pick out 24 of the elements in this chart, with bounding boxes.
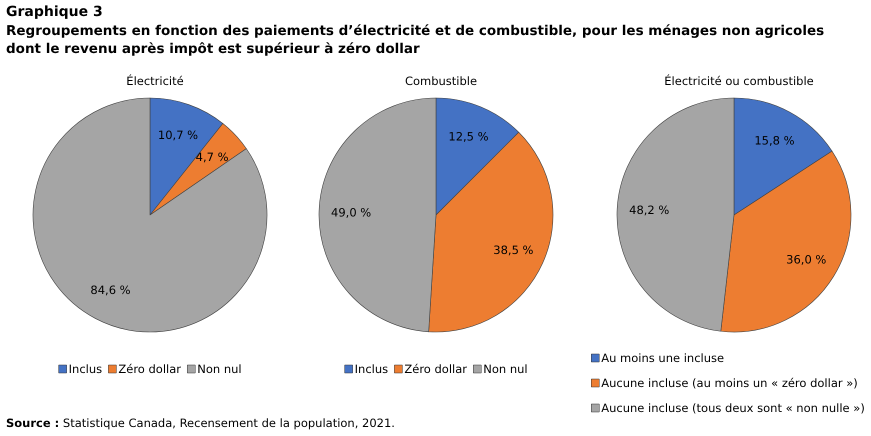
data-label: 4,7 %	[196, 150, 229, 164]
legend-label: Zéro dollar	[118, 362, 182, 376]
chart-title: Électricité ou combustible	[664, 74, 814, 88]
legend-label: Inclus	[354, 362, 388, 376]
data-label: 48,2 %	[629, 203, 670, 218]
text: Regroupements en fonction des paiements d’électricité et de combustible, pour les ménages non agricoles dont le revenu après impôt est supérieur à zéro dollar	[6, 22, 826, 58]
data-label: 49,0 %	[331, 205, 372, 220]
legend-label: Aucune incluse (au moins un « zéro dollar »)	[601, 376, 858, 390]
data-label: 38,5 %	[493, 242, 534, 257]
legend-label: Aucune incluse (tous deux sont « non nulle »)	[601, 401, 865, 415]
legend-label: Non nul	[483, 362, 528, 376]
chart-title: Combustible	[404, 74, 478, 88]
data-label: 10,7 %	[158, 128, 198, 142]
data-label: 36,0 %	[786, 252, 826, 267]
data-label: 84,6 %	[90, 283, 131, 298]
legend-label: Zéro dollar	[404, 362, 468, 376]
text: Graphique 3	[6, 4, 103, 20]
legend-label: Au moins une incluse	[601, 351, 724, 365]
data-label: 12,5 %	[448, 130, 489, 144]
chart-title: Électricité	[126, 74, 184, 88]
legend-label: Non nul	[197, 362, 242, 376]
data-label: 15,8 %	[754, 133, 795, 148]
source-note: Source : Statistique Canada, Recensement de la population, 2021.	[6, 416, 395, 430]
legend-label: Inclus	[68, 362, 102, 376]
